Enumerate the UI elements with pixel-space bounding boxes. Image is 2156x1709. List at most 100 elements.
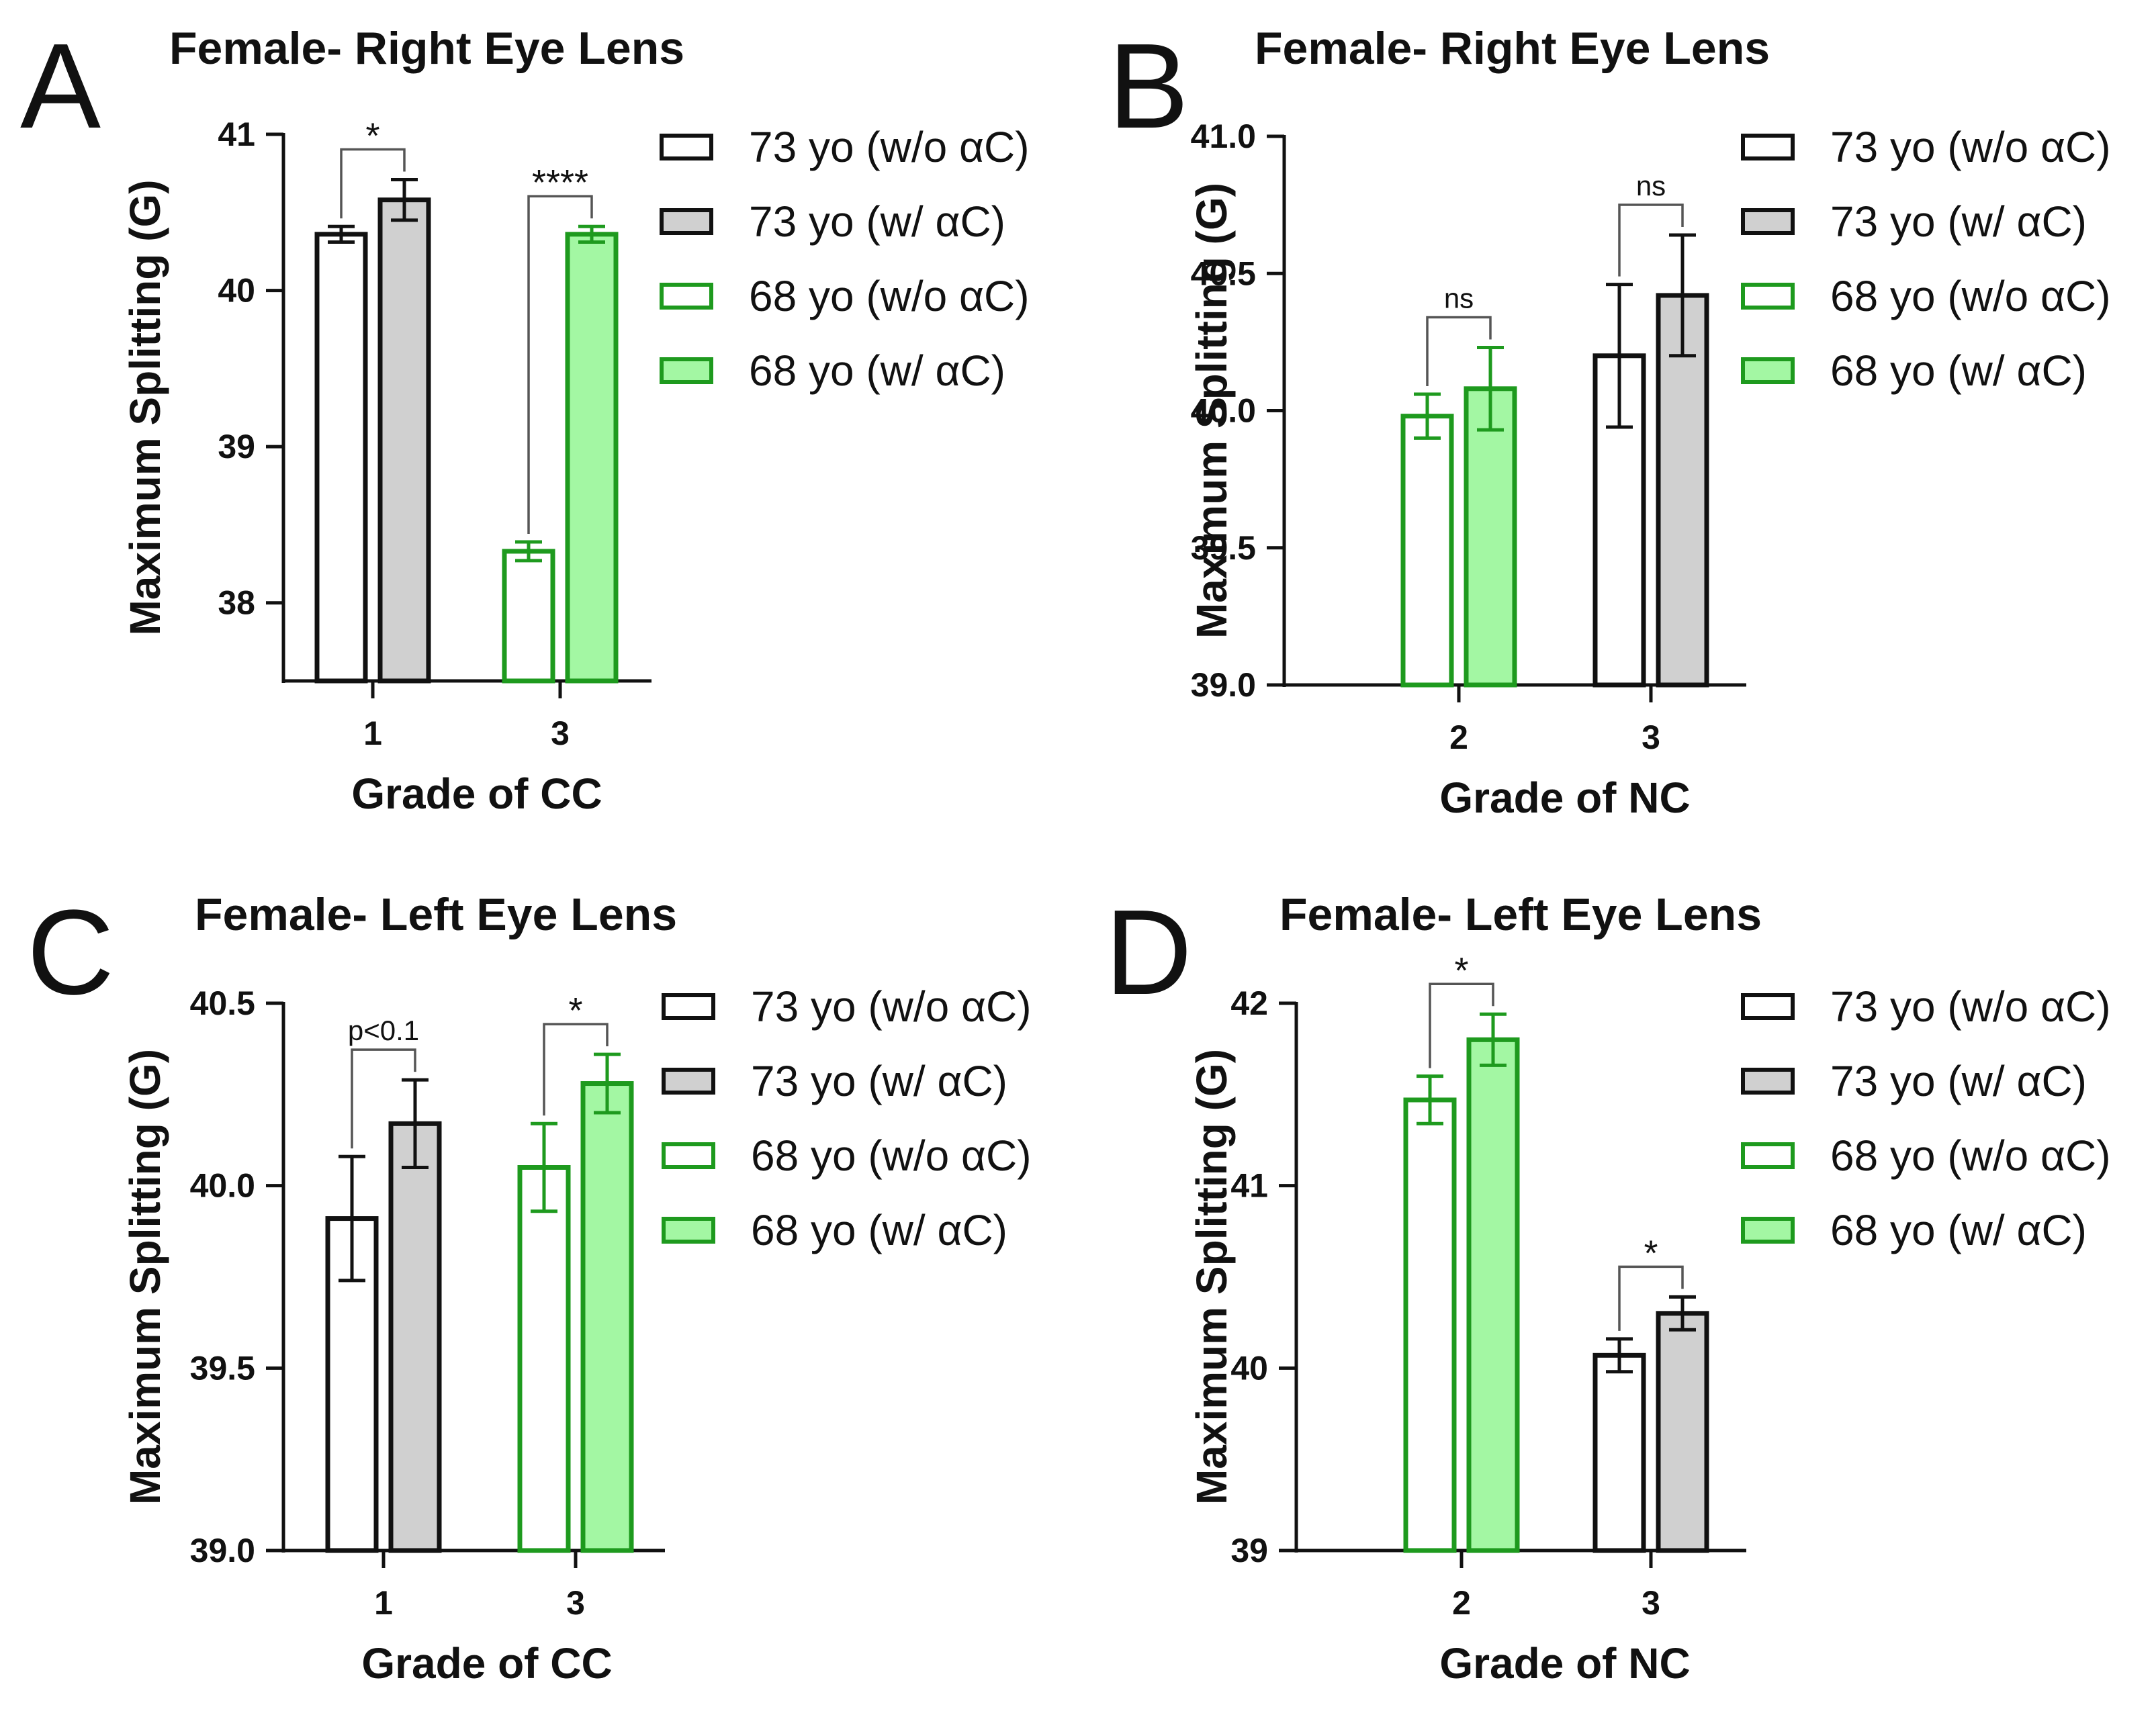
- panel-b: B Female- Right Eye Lens 39.0 39.5 40.0 40.5 4…: [1108, 19, 2111, 822]
- bar: [1403, 1097, 1457, 1553]
- legend-label: 73 yo (w/ αC): [1830, 197, 2087, 246]
- y-tick-label: 40.0: [190, 1167, 255, 1205]
- y-tick-label: 40: [1230, 1349, 1268, 1387]
- legend-swatch: [1741, 134, 1795, 160]
- bar: [565, 232, 619, 684]
- x-axis-label: Grade of CC: [361, 1639, 612, 1688]
- panel-d: D Female- Left Eye Lens 39 40 41 42 Maximum Sp…: [1105, 885, 2111, 1688]
- bar: [1464, 386, 1517, 688]
- y-axis-label: Maximum Splitting (G): [1187, 1049, 1236, 1505]
- y-axis-label: Maximum Splitting (G): [121, 1049, 169, 1505]
- bar: [1466, 1037, 1520, 1553]
- significance-bracket: [1618, 1265, 1684, 1331]
- legend-swatch: [660, 134, 713, 160]
- x-tick-label: 3: [551, 714, 570, 752]
- significance-bracket: [1429, 982, 1494, 1068]
- y-tick-label: 39.5: [190, 1349, 255, 1387]
- y-tick-label: 39.0: [190, 1532, 255, 1569]
- legend-swatch: [1741, 1068, 1795, 1095]
- y-tick-label: 42: [1230, 984, 1268, 1022]
- panel-letter: A: [20, 19, 101, 154]
- legend-label: 68 yo (w/ αC): [751, 1206, 1007, 1254]
- panel-letter: D: [1105, 885, 1192, 1020]
- x-tick-label: 1: [374, 1584, 393, 1622]
- legend-label: 73 yo (w/o αC): [1830, 123, 2111, 171]
- legend-label: 68 yo (w/o αC): [1830, 272, 2111, 320]
- y-tick-label: 40.5: [190, 984, 255, 1022]
- x-tick-label: 2: [1452, 1584, 1471, 1622]
- y-tick-label: 41: [1230, 1167, 1268, 1205]
- significance-bracket: [527, 195, 593, 535]
- chart-title: Female- Left Eye Lens: [1279, 889, 1762, 940]
- legend-swatch: [662, 1142, 715, 1169]
- legend-swatch: [1741, 1217, 1795, 1244]
- significance-bracket: [340, 148, 406, 219]
- x-tick-label: 3: [1642, 719, 1660, 756]
- legend-swatch: [662, 993, 715, 1020]
- legend-label: 68 yo (w/ αC): [1830, 1206, 2087, 1254]
- legend-swatch: [1741, 357, 1795, 384]
- legend-label: 73 yo (w/o αC): [751, 982, 1032, 1031]
- y-tick-label: 40.0: [1191, 392, 1256, 430]
- legend-swatch: [660, 208, 713, 235]
- bar: [517, 1165, 571, 1553]
- significance-label: *: [1644, 1233, 1658, 1273]
- legend-label: 68 yo (w/ αC): [749, 347, 1005, 395]
- x-tick-label: 2: [1449, 719, 1468, 756]
- significance-label: *: [1454, 950, 1468, 990]
- legend-label: 68 yo (w/o αC): [1830, 1131, 2111, 1180]
- bar: [377, 197, 431, 684]
- bar: [502, 549, 555, 684]
- legend-label: 73 yo (w/ αC): [1830, 1057, 2087, 1105]
- x-axis-label: Grade of NC: [1439, 1639, 1690, 1688]
- x-axis-label: Grade of NC: [1439, 774, 1690, 822]
- bar: [388, 1121, 442, 1553]
- y-tick-label: 40: [218, 272, 255, 310]
- bar: [1400, 414, 1454, 688]
- legend-swatch: [660, 283, 713, 310]
- significance-label: p<0.1: [348, 1015, 419, 1046]
- legend-swatch: [662, 1068, 715, 1095]
- legend-label: 68 yo (w/o αC): [749, 272, 1030, 320]
- bar: [1656, 293, 1709, 688]
- bar: [1656, 1311, 1709, 1553]
- significance-label: ns: [1636, 170, 1666, 201]
- legend-label: 73 yo (w/o αC): [749, 123, 1030, 171]
- y-tick-label: 41.0: [1191, 118, 1256, 155]
- legend-swatch: [1741, 993, 1795, 1020]
- x-tick-label: 3: [1642, 1584, 1660, 1622]
- legend-swatch: [1741, 208, 1795, 235]
- panel-c: C Female- Left Eye Lens 39.0 39.5 40.0 40.5 Ma…: [27, 885, 1032, 1688]
- y-tick-label: 40.5: [1191, 255, 1256, 292]
- significance-bracket: [1426, 316, 1492, 386]
- significance-label: *: [568, 990, 582, 1031]
- panel-letter: C: [27, 885, 114, 1020]
- bar: [580, 1081, 634, 1553]
- legend-label: 73 yo (w/o αC): [1830, 982, 2111, 1031]
- legend-swatch: [660, 357, 713, 384]
- x-axis-label: Grade of CC: [351, 770, 602, 818]
- legend-swatch: [1741, 1142, 1795, 1169]
- chart-title: Female- Left Eye Lens: [195, 889, 677, 940]
- panel-letter: B: [1108, 19, 1189, 154]
- y-tick-label: 38: [218, 584, 255, 622]
- significance-label: *: [365, 116, 379, 156]
- bar: [1592, 1352, 1646, 1553]
- y-tick-label: 41: [218, 116, 255, 153]
- significance-label: ****: [532, 163, 588, 203]
- panel-a: A Female- Right Eye Lens 38 39 40 41 Maximum S…: [20, 19, 1030, 818]
- x-tick-label: 3: [566, 1584, 585, 1622]
- y-tick-label: 39.5: [1191, 529, 1256, 567]
- legend-swatch: [662, 1217, 715, 1244]
- chart-title: Female- Right Eye Lens: [169, 23, 684, 74]
- x-tick-label: 1: [363, 714, 382, 752]
- chart-title: Female- Right Eye Lens: [1255, 23, 1770, 74]
- legend-label: 73 yo (w/ αC): [751, 1057, 1007, 1105]
- y-axis-label: Maximum Splitting (G): [1187, 183, 1236, 639]
- significance-bracket: [351, 1048, 416, 1149]
- y-tick-label: 39: [1230, 1532, 1268, 1569]
- significance-bracket: [543, 1023, 609, 1116]
- legend-label: 68 yo (w/o αC): [751, 1131, 1032, 1180]
- legend-label: 68 yo (w/ αC): [1830, 347, 2087, 395]
